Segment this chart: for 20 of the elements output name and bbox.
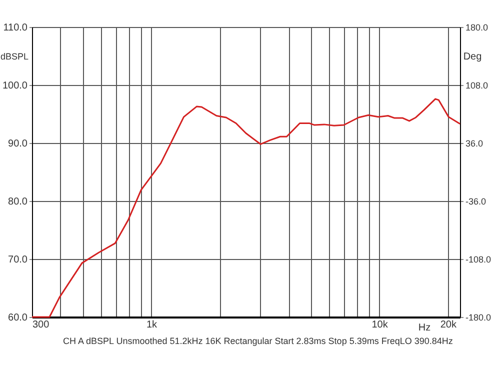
- y2-tick-label: 108.0: [466, 80, 488, 90]
- text: CH A dBSPL Unsmoothed 51.2kHz 16K Rectangular Start 2.83ms Stop 5.39ms FreqLO 390.84Hz: [63, 336, 454, 346]
- y2-axis-title: Deg: [463, 52, 482, 62]
- y2-tick-label: -108.0: [466, 254, 492, 264]
- x-tick-label: 300: [32, 320, 50, 330]
- y-tick-label: 110.0: [3, 22, 28, 34]
- y-tick-label: 90.0: [8, 138, 28, 150]
- y-tick-label: 70.0: [8, 254, 28, 266]
- y2-tick-label: 180.0: [466, 22, 488, 32]
- x-axis-title: Hz: [418, 322, 431, 334]
- y2-tick-label: 36.0: [466, 138, 484, 148]
- y-axis-title: dBSPL: [0, 52, 29, 62]
- x-tick-label: 20k: [440, 320, 458, 330]
- y-tick-label: 80.0: [8, 196, 28, 208]
- y-tick-label: 100.0: [2, 80, 28, 92]
- y2-tick-label: -180.0: [466, 312, 492, 322]
- y2-tick-label: -36.0: [466, 196, 486, 206]
- x-tick-label: 1k: [146, 320, 158, 330]
- y-tick-label: 60.0: [8, 312, 28, 324]
- x-tick-label: 10k: [372, 320, 389, 330]
